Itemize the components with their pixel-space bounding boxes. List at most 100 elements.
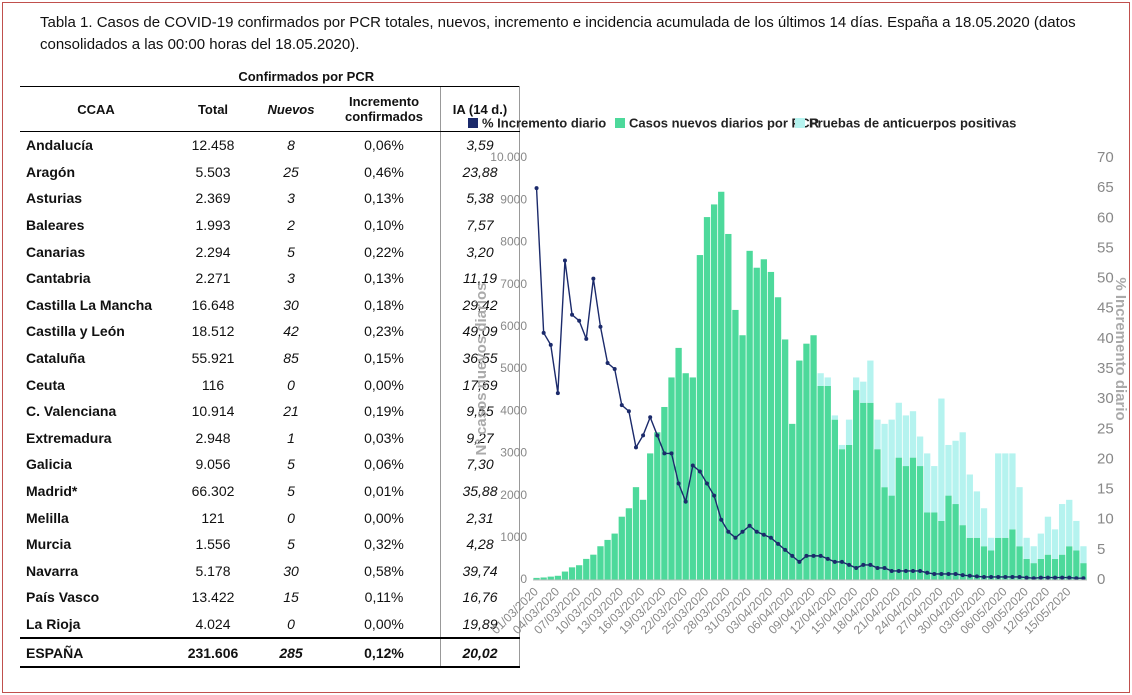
cell: 0,00%	[364, 615, 404, 632]
bar	[604, 539, 611, 580]
bar	[931, 466, 938, 513]
cell: Galicia	[26, 456, 72, 473]
cell: 0,12%	[328, 637, 441, 668]
cell: Castilla La Mancha	[26, 296, 153, 313]
cell: 16.648	[191, 296, 235, 313]
bar	[725, 233, 732, 580]
y-tick-label: 0	[520, 572, 527, 586]
bar	[945, 495, 952, 580]
bar	[817, 373, 824, 386]
cell: 3,59	[440, 131, 520, 159]
line-marker	[740, 529, 745, 534]
bar	[746, 250, 753, 580]
bar	[1023, 558, 1030, 580]
cell: 3	[287, 270, 295, 287]
bar	[867, 402, 874, 580]
bar	[654, 432, 661, 580]
line-marker	[626, 409, 631, 414]
bar	[853, 377, 860, 391]
spacer	[441, 66, 520, 87]
bar	[1016, 546, 1023, 580]
bar	[760, 259, 767, 580]
line-marker	[555, 391, 560, 396]
chart: 0 1000 2000 3000 4000 5000 6000 7000 8000 9000 10.…	[468, 115, 1129, 637]
cell: 9,55	[440, 397, 520, 425]
cell: 1	[287, 429, 295, 446]
line-marker	[847, 562, 852, 567]
cell: 0	[287, 509, 295, 526]
bar	[803, 343, 810, 580]
bar	[959, 525, 966, 580]
y2-tick-label: 60	[1097, 209, 1114, 226]
line-marker	[832, 559, 837, 564]
bar	[710, 204, 718, 581]
table-row: Castilla La Mancha 16.648 30 0,18% 29,42	[20, 291, 520, 319]
bar	[838, 444, 846, 450]
y2-tick-label: 0	[1097, 571, 1105, 588]
y2-tick-label: 70	[1097, 149, 1114, 166]
line-marker	[690, 463, 695, 468]
cell: 13.422	[191, 589, 235, 606]
table-row: Ceuta 116 0 0,00% 17,69	[20, 371, 520, 398]
y2-tick-label: 25	[1097, 420, 1114, 437]
bar	[845, 419, 853, 445]
bar	[618, 516, 625, 580]
bar	[987, 550, 995, 580]
cell: 0,46%	[364, 163, 404, 180]
bar	[590, 554, 597, 580]
line-marker	[1067, 575, 1072, 580]
legend-swatch	[615, 118, 625, 128]
table-row: Murcia 1.556 5 0,32% 4,28	[20, 530, 520, 558]
table-row: Asturias 2.369 3 0,13% 5,38	[20, 185, 520, 212]
cell: 35,88	[440, 477, 520, 505]
bar	[924, 453, 931, 513]
bar	[675, 347, 682, 580]
line-marker	[676, 481, 681, 486]
line-marker	[761, 532, 766, 537]
cell: 4,28	[440, 530, 520, 558]
cell: 5	[287, 483, 295, 500]
cell: 10.914	[191, 403, 235, 420]
bar	[888, 419, 895, 496]
bar	[774, 297, 782, 580]
bar	[888, 495, 895, 580]
table-row: Cantabria 2.271 3 0,13% 11,19	[20, 264, 520, 292]
bar	[767, 271, 775, 580]
bar	[810, 335, 817, 580]
legend-label: % Incremento diario	[482, 115, 606, 130]
bar	[853, 390, 860, 580]
bar	[1044, 516, 1052, 555]
bar	[924, 512, 931, 580]
cell: 21	[283, 403, 299, 420]
bar	[1051, 558, 1059, 580]
cell: 0,13%	[364, 270, 404, 287]
y2-tick-label: 30	[1097, 390, 1114, 407]
y2-tick-label: 35	[1097, 360, 1114, 377]
cell: 116	[201, 376, 225, 393]
line-marker	[996, 574, 1001, 579]
bar	[1030, 546, 1037, 564]
cell: 9,27	[440, 424, 520, 452]
cell: 23,88	[440, 158, 520, 186]
table-row: La Rioja 4.024 0 0,00% 19,89	[20, 610, 520, 639]
y2-tick-label: 10	[1097, 511, 1114, 528]
bar	[753, 267, 760, 580]
bar	[817, 385, 824, 580]
cell: 7,57	[440, 211, 520, 239]
cell: 25	[283, 163, 299, 180]
cell: Andalucía	[26, 137, 93, 154]
cell: 39,74	[440, 557, 520, 585]
line-marker	[633, 445, 638, 450]
cell: 121	[201, 509, 225, 526]
data-table: Confirmados por PCR CCAA Total Nuevos Increm…	[20, 66, 520, 668]
bar	[561, 571, 569, 580]
y-tick-label: 8000	[500, 235, 527, 249]
bar	[931, 512, 938, 580]
cell: 17,69	[440, 371, 520, 398]
line-marker	[541, 330, 546, 335]
cell: 16,76	[440, 584, 520, 611]
line-marker	[605, 360, 610, 365]
bar	[916, 436, 924, 467]
cell: 2.948	[195, 429, 231, 446]
cell: 0,18%	[364, 296, 404, 313]
